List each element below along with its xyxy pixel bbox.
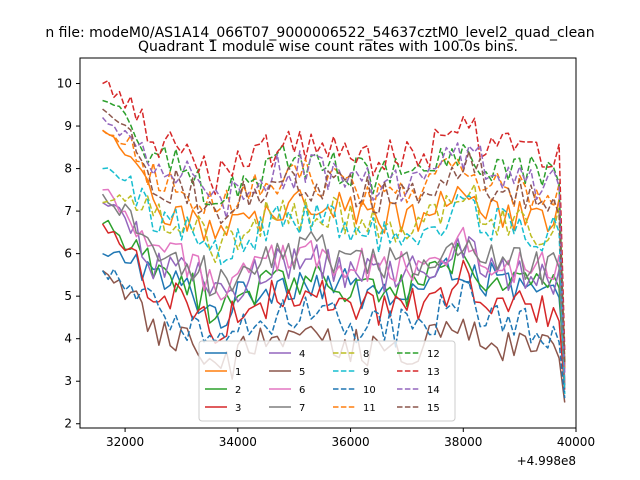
figure-suptitle: n file: modeM0/AS1A14_066T07_9000006522_…	[45, 25, 594, 41]
legend-label-3: 3	[235, 403, 241, 414]
y-tick-label: 9	[64, 119, 72, 133]
y-tick-label: 6	[64, 247, 72, 261]
y-axis-ticks: 2 3 4 5 6 7 8 9 10	[57, 77, 80, 431]
legend-label-7: 7	[299, 403, 305, 414]
legend-label-0: 0	[235, 349, 241, 360]
legend-label-4: 4	[299, 349, 305, 360]
series-line-10	[101, 268, 566, 399]
y-tick-label: 3	[64, 374, 72, 388]
series-line-6	[102, 188, 566, 382]
y-tick-label: 2	[64, 417, 72, 431]
series-line-9	[102, 167, 566, 395]
y-tick-label: 4	[64, 332, 72, 346]
legend-label-10: 10	[363, 385, 376, 396]
legend-label-1: 1	[235, 367, 241, 378]
chart-title: Quadrant 1 module wise count rates with …	[138, 39, 518, 55]
legend-label-6: 6	[299, 385, 305, 396]
legend-label-11: 11	[363, 403, 376, 414]
x-tick-label: 38000	[444, 435, 482, 449]
legend-frame	[198, 340, 456, 422]
x-axis-offset-label: +4.998e8	[517, 454, 576, 468]
legend-label-15: 15	[427, 403, 440, 414]
axes-frame	[79, 57, 577, 429]
legend-label-14: 14	[427, 385, 440, 396]
series-line-1	[102, 129, 566, 369]
legend-label-2: 2	[235, 385, 241, 396]
y-tick-label: 5	[64, 289, 72, 303]
x-tick-label: 32000	[106, 435, 144, 449]
y-tick-label: 8	[64, 162, 72, 176]
x-tick-label: 34000	[219, 435, 257, 449]
legend-label-13: 13	[427, 367, 440, 378]
x-tick-label: 40000	[557, 435, 595, 449]
series-line-3	[101, 223, 566, 390]
x-tick-label: 36000	[331, 435, 369, 449]
legend-label-5: 5	[299, 367, 305, 378]
y-tick-label: 7	[64, 204, 72, 218]
legend-label-9: 9	[363, 367, 369, 378]
y-tick-label: 10	[57, 77, 72, 91]
series-line-14	[101, 117, 566, 373]
series-line-13	[102, 79, 566, 352]
x-axis-ticks: 32000 34000 36000 38000 40000	[106, 428, 595, 449]
series-line-2	[102, 219, 566, 382]
legend-label-8: 8	[363, 349, 369, 360]
series-line-15	[102, 108, 566, 365]
series-line-7	[101, 193, 566, 386]
legend-label-12: 12	[427, 349, 440, 360]
